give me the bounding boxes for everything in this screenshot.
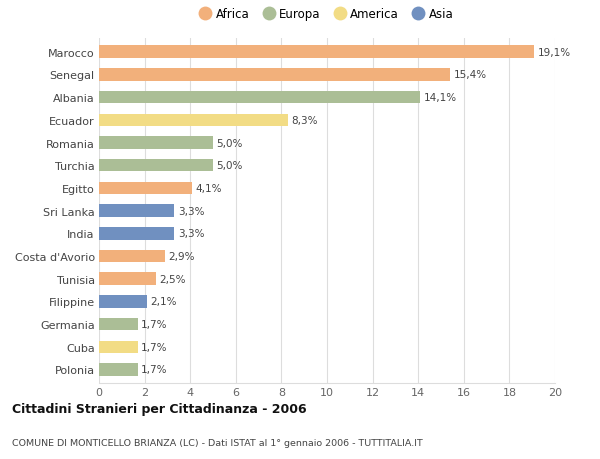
Text: 2,9%: 2,9% <box>169 252 195 262</box>
Text: 1,7%: 1,7% <box>141 342 167 352</box>
Legend: Africa, Europa, America, Asia: Africa, Europa, America, Asia <box>199 6 455 23</box>
Text: 2,5%: 2,5% <box>160 274 186 284</box>
Text: 4,1%: 4,1% <box>196 184 223 194</box>
Text: Cittadini Stranieri per Cittadinanza - 2006: Cittadini Stranieri per Cittadinanza - 2… <box>12 403 307 415</box>
Bar <box>99 160 213 172</box>
Text: 8,3%: 8,3% <box>292 116 318 126</box>
Bar <box>99 205 174 218</box>
Text: 15,4%: 15,4% <box>454 70 487 80</box>
Text: 19,1%: 19,1% <box>538 48 571 57</box>
Text: 3,3%: 3,3% <box>178 206 204 216</box>
Bar <box>99 250 165 263</box>
Text: 5,0%: 5,0% <box>217 138 243 148</box>
Bar <box>99 341 138 353</box>
Bar <box>99 182 193 195</box>
Text: 3,3%: 3,3% <box>178 229 204 239</box>
Bar <box>99 46 535 59</box>
Bar <box>99 228 174 240</box>
Text: 1,7%: 1,7% <box>141 319 167 330</box>
Bar <box>99 92 421 104</box>
Text: 5,0%: 5,0% <box>217 161 243 171</box>
Bar <box>99 296 147 308</box>
Text: 1,7%: 1,7% <box>141 365 167 375</box>
Bar <box>99 114 288 127</box>
Bar <box>99 318 138 330</box>
Text: 14,1%: 14,1% <box>424 93 457 103</box>
Bar <box>99 69 450 82</box>
Bar <box>99 137 213 150</box>
Bar <box>99 364 138 376</box>
Text: 2,1%: 2,1% <box>151 297 177 307</box>
Bar <box>99 273 156 285</box>
Text: COMUNE DI MONTICELLO BRIANZA (LC) - Dati ISTAT al 1° gennaio 2006 - TUTTITALIA.I: COMUNE DI MONTICELLO BRIANZA (LC) - Dati… <box>12 438 423 448</box>
